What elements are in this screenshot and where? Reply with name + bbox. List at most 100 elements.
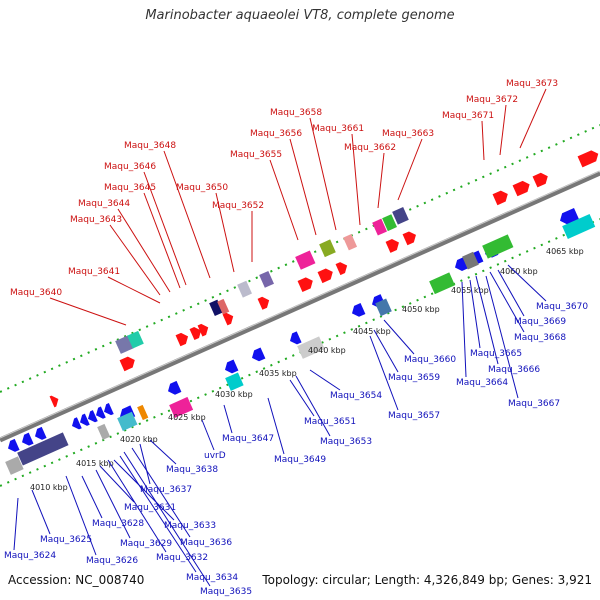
label-leader [150, 440, 176, 464]
scale-tick-label: 4010 kbp [30, 483, 68, 492]
reverse-gene-label: Maqu_3628 [92, 519, 144, 529]
forward-gene-1-shape [120, 355, 138, 372]
reverse-gene-label: Maqu_3667 [508, 399, 560, 409]
forward-gene-16-shape [50, 394, 61, 408]
scale-tick-label: 4065 kbp [546, 247, 584, 256]
label-leader [144, 193, 180, 288]
scale-tick-label: 4040 kbp [308, 346, 346, 355]
reverse-gene-label: Maqu_3626 [86, 556, 138, 566]
forward-gene-label: Maqu_3673 [506, 79, 558, 89]
forward-gene-9 [336, 260, 350, 275]
scale-tick-label: 4020 kbp [120, 435, 158, 444]
forward-gene-label: Maqu_3641 [68, 267, 120, 277]
forward-gene-8 [318, 266, 336, 283]
reverse-gene-4-shape [70, 417, 82, 431]
forward-gene-label: Maqu_3658 [270, 108, 322, 118]
backbone-highlight [0, 171, 600, 438]
reverse-gene-label: Maqu_3649 [274, 455, 326, 465]
label-leader [224, 405, 232, 433]
label-leader [270, 160, 298, 240]
reverse-gene-1 [6, 439, 20, 454]
forward-gene-label: Maqu_3663 [382, 129, 434, 139]
reverse-gene-4 [70, 417, 82, 431]
forward-gene-12 [493, 189, 511, 206]
forward-gene-6 [258, 295, 272, 310]
forward-gene-label: Maqu_3656 [250, 129, 302, 139]
scale-tick-label: 4050 kbp [402, 305, 440, 314]
forward-feature-7-shape [295, 250, 315, 269]
reverse-feature-7-shape [225, 372, 243, 390]
scale-tick-label: 4055 kbp [451, 286, 489, 295]
label-leader [32, 490, 50, 534]
reverse-gene-label: Maqu_3624 [4, 551, 56, 561]
label-leader [290, 139, 316, 235]
forward-gene-6-shape [258, 295, 272, 310]
reverse-gene-label: Maqu_3636 [180, 538, 232, 548]
forward-gene-15-shape [578, 148, 600, 167]
forward-feature-6-shape [259, 271, 274, 288]
forward-gene-2 [176, 331, 191, 346]
reverse-gene-14-shape [350, 303, 366, 319]
genome-map: 4010 kbp4015 kbp4020 kbp4025 kbp4030 kbp… [0, 0, 600, 600]
reverse-gene-12-shape [250, 347, 266, 363]
forward-gene-11 [403, 229, 419, 245]
label-leader [140, 444, 150, 484]
topology-text: Topology: circular; [262, 573, 370, 587]
reverse-gene-label: Maqu_3634 [186, 573, 238, 583]
genes-count-text: Genes: 3,921 [512, 573, 592, 587]
forward-gene-label: Maqu_3672 [466, 95, 518, 105]
reverse-feature-3-shape [97, 424, 110, 440]
reverse-gene-14 [350, 303, 366, 319]
label-leader [374, 330, 398, 372]
forward-gene-label: Maqu_3643 [70, 215, 122, 225]
reverse-feature-7 [225, 372, 243, 390]
reverse-gene-10 [166, 381, 182, 397]
reverse-gene-label: Maqu_3669 [514, 317, 566, 327]
reverse-gene-2-shape [20, 433, 34, 448]
reverse-gene-label: Maqu_3670 [536, 302, 588, 312]
forward-gene-label: Maqu_3655 [230, 150, 282, 160]
reverse-gene-2 [20, 433, 34, 448]
gene-features [5, 148, 600, 475]
forward-gene-9-shape [336, 260, 350, 275]
accession-text: Accession: NC_008740 [8, 573, 144, 587]
forward-feature-7 [295, 250, 315, 269]
forward-gene-14 [533, 171, 551, 188]
forward-gene-label: Maqu_3652 [212, 201, 264, 211]
reverse-gene-label: Maqu_3629 [120, 539, 172, 549]
forward-gene-14-shape [533, 171, 551, 188]
label-leader [384, 320, 414, 354]
reverse-gene-label: Maqu_3651 [304, 417, 356, 427]
forward-gene-8-shape [318, 266, 336, 283]
forward-gene-15 [578, 148, 600, 167]
reverse-gene-label: Maqu_3635 [200, 587, 252, 597]
forward-gene-16 [50, 394, 61, 408]
forward-gene-label: Maqu_3640 [10, 288, 62, 298]
forward-feature-9-shape [343, 234, 357, 250]
label-leader [268, 398, 284, 454]
reverse-gene-label: Maqu_3638 [166, 465, 218, 475]
forward-feature-6 [259, 271, 274, 288]
reverse-gene-12 [250, 347, 266, 363]
label-leader [462, 282, 466, 377]
forward-gene-label: Maqu_3650 [176, 183, 228, 193]
label-leader [50, 298, 126, 325]
length-text: Length: 4,326,849 bp; [375, 573, 508, 587]
forward-gene-2-shape [176, 331, 191, 346]
forward-gene-7 [298, 275, 316, 292]
reverse-gene-label: Maqu_3653 [320, 437, 372, 447]
reverse-gene-label: Maqu_3657 [388, 411, 440, 421]
reverse-gene-label: Maqu_3659 [388, 373, 440, 383]
forward-feature-5-shape [237, 281, 252, 298]
reverse-gene-label: Maqu_3654 [330, 391, 382, 401]
forward-gene-7-shape [298, 275, 316, 292]
forward-gene-label: Maqu_3671 [442, 111, 494, 121]
genome-summary: Topology: circular; Length: 4,326,849 bp… [262, 573, 592, 587]
label-leader [202, 420, 214, 450]
label-leader [500, 105, 506, 155]
forward-gene-13-shape [513, 179, 532, 196]
reverse-gene-label: Maqu_3637 [140, 485, 192, 495]
label-leader [290, 380, 314, 416]
reverse-gene-10-shape [166, 381, 182, 397]
reverse-gene-13 [288, 331, 302, 346]
